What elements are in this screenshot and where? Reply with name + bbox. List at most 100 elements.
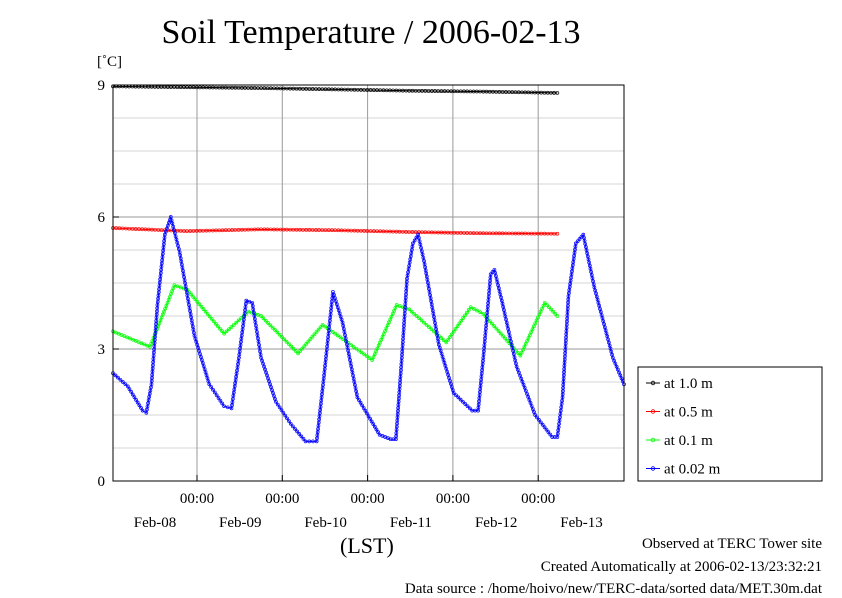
data-point	[503, 336, 507, 341]
data-point	[169, 218, 174, 223]
footer-created: Created Automatically at 2006-02-13/23:3…	[540, 559, 822, 575]
data-point	[547, 305, 551, 310]
data-point	[374, 349, 378, 354]
data-point	[518, 373, 522, 378]
x-tick-time-label: 00:00	[436, 491, 470, 507]
data-point	[171, 224, 176, 229]
data-point	[451, 329, 456, 334]
data-point	[519, 350, 524, 355]
data-point	[481, 311, 486, 316]
data-point	[173, 234, 178, 239]
data-point	[365, 354, 369, 359]
data-point	[420, 252, 425, 257]
data-point	[336, 308, 341, 313]
data-point	[285, 416, 289, 421]
data-point	[225, 405, 230, 410]
legend-label: at 0.5 m	[664, 405, 713, 421]
data-point	[287, 419, 291, 423]
data-point	[358, 400, 363, 405]
data-point	[535, 415, 539, 420]
data-point	[209, 385, 213, 389]
data-point	[207, 314, 212, 319]
legend-swatch-marker	[650, 466, 656, 471]
data-point	[249, 310, 254, 315]
data-point	[505, 338, 510, 343]
data-point	[465, 310, 469, 315]
data-point	[463, 402, 468, 406]
data-point	[553, 311, 558, 316]
data-point	[368, 416, 372, 421]
data-point	[182, 286, 186, 291]
data-point	[526, 395, 531, 399]
data-point	[287, 342, 291, 346]
data-point	[212, 390, 217, 395]
data-point	[540, 422, 545, 427]
data-point	[612, 358, 616, 363]
data-point	[121, 380, 125, 384]
data-point	[381, 332, 386, 336]
data-point	[370, 358, 375, 362]
data-point	[393, 306, 398, 310]
data-point	[611, 355, 615, 360]
data-point	[529, 330, 534, 334]
data-point	[308, 337, 313, 341]
data-point	[515, 367, 520, 372]
plot-frame	[112, 84, 625, 482]
data-point	[130, 392, 135, 397]
data-point	[518, 353, 523, 358]
data-point	[414, 314, 419, 318]
data-point	[357, 398, 361, 402]
data-point	[361, 406, 366, 410]
data-point	[383, 329, 387, 333]
data-point	[284, 339, 289, 344]
data-point	[127, 387, 132, 391]
data-point	[488, 272, 493, 277]
data-point	[372, 352, 377, 357]
data-point	[222, 404, 226, 409]
data-point	[298, 349, 303, 353]
data-point	[337, 311, 342, 316]
data-point	[307, 439, 312, 444]
data-point	[338, 314, 343, 319]
data-point	[541, 303, 546, 308]
data-point	[533, 321, 538, 326]
data-point	[524, 388, 528, 393]
data-point	[203, 309, 208, 314]
data-point	[214, 393, 219, 398]
data-point	[367, 356, 372, 360]
data-point	[456, 395, 461, 400]
data-point	[439, 336, 444, 340]
data-point	[288, 421, 293, 426]
data-point	[380, 334, 385, 339]
grid-lines	[113, 85, 624, 481]
data-point	[266, 321, 270, 325]
data-point	[461, 316, 466, 320]
data-point	[291, 424, 295, 429]
data-point	[333, 299, 338, 303]
data-point	[318, 325, 323, 330]
data-point	[268, 323, 273, 328]
data-point	[392, 308, 396, 313]
data-point	[275, 402, 280, 407]
legend-swatch-marker	[650, 437, 656, 443]
data-point	[335, 305, 340, 310]
data-point	[218, 398, 223, 403]
data-point	[205, 312, 210, 316]
data-point	[379, 337, 384, 342]
data-point	[199, 304, 204, 309]
data-point	[457, 321, 462, 326]
chart-title: Soil Temperature / 2006-02-13	[161, 14, 581, 51]
data-point	[538, 309, 543, 314]
data-point	[220, 329, 224, 334]
data-point	[331, 289, 335, 294]
data-point	[176, 243, 180, 248]
data-point	[296, 351, 300, 356]
data-point	[416, 232, 420, 237]
data-point	[555, 431, 560, 436]
data-point	[174, 237, 179, 242]
data-point	[391, 437, 396, 442]
data-point	[214, 321, 218, 326]
data-point	[389, 314, 394, 319]
